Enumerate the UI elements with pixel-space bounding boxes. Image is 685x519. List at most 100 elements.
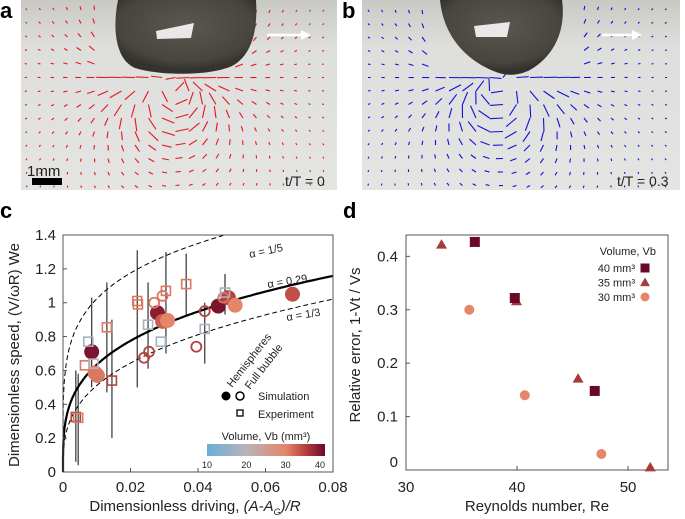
velocity-arrow xyxy=(175,170,181,173)
velocity-arrow xyxy=(583,90,591,94)
velocity-arrow xyxy=(408,114,412,119)
velocity-arrow xyxy=(554,171,558,176)
velocity-arrow xyxy=(294,116,298,119)
velocity-arrow xyxy=(470,154,477,159)
velocity-arrow xyxy=(637,144,640,147)
panel-label-b: b xyxy=(342,0,355,23)
velocity-arrow xyxy=(446,168,450,173)
velocity-arrow xyxy=(265,63,271,66)
y-tick-label-c: 0 xyxy=(48,464,56,481)
velocity-arrow xyxy=(554,158,558,164)
data-point-circle xyxy=(596,448,607,459)
velocity-arrow xyxy=(526,185,531,188)
velocity-arrow xyxy=(523,144,531,152)
velocity-arrow xyxy=(188,91,194,105)
panel-b: b t/T = 0.3 xyxy=(342,0,680,190)
velocity-arrow xyxy=(183,78,190,92)
velocity-arrow xyxy=(322,116,325,119)
velocity-arrow xyxy=(242,182,245,186)
velocity-arrow xyxy=(134,144,141,152)
velocity-arrow xyxy=(252,36,257,42)
velocity-arrow xyxy=(308,36,311,39)
velocity-arrow xyxy=(446,182,450,186)
y-tick-label-c: 0.6 xyxy=(35,362,56,379)
velocity-arrow xyxy=(421,23,425,29)
velocity-arrow xyxy=(651,35,654,38)
velocity-arrow xyxy=(25,8,28,11)
velocity-arrow xyxy=(582,185,585,189)
velocity-arrow xyxy=(651,158,654,161)
velocity-arrow xyxy=(268,141,271,146)
velocity-arrow xyxy=(106,131,109,139)
panel-label-a: a xyxy=(0,0,13,23)
velocity-arrow xyxy=(121,171,125,176)
fit-curve xyxy=(62,298,334,472)
data-point-sim-hemisphere xyxy=(89,368,105,384)
velocity-arrow xyxy=(610,7,613,11)
velocity-arrow xyxy=(637,171,640,175)
velocity-arrow xyxy=(407,9,411,14)
velocity-arrow xyxy=(637,158,640,161)
velocity-arrow xyxy=(279,89,284,92)
velocity-arrow xyxy=(268,155,271,159)
velocity-arrow xyxy=(467,121,477,132)
x-tick-label-d: 30 xyxy=(398,479,415,496)
data-point-experiment xyxy=(83,336,94,347)
velocity-arrow xyxy=(664,158,667,161)
velocity-arrow xyxy=(482,155,490,160)
velocity-arrow xyxy=(294,49,298,53)
velocity-arrow xyxy=(472,183,477,186)
velocity-arrow xyxy=(408,127,411,132)
velocity-arrow xyxy=(150,75,163,79)
velocity-arrow xyxy=(266,50,271,54)
velocity-arrow xyxy=(294,89,298,92)
velocity-arrow xyxy=(583,18,587,24)
velocity-arrow xyxy=(367,63,371,66)
velocity-arrow xyxy=(50,90,55,93)
velocity-arrow xyxy=(322,169,325,173)
velocity-arrow xyxy=(624,7,627,11)
data-point-sim-full xyxy=(148,296,161,309)
velocity-arrow xyxy=(651,8,654,11)
velocity-arrow xyxy=(229,168,232,173)
velocity-arrow xyxy=(24,103,28,106)
velocity-arrow xyxy=(408,50,413,54)
velocity-arrow xyxy=(134,185,139,189)
velocity-arrow xyxy=(570,104,578,111)
legend-d-item-label: 35 mm³ xyxy=(598,278,636,290)
velocity-arrow xyxy=(265,101,271,105)
velocity-arrow xyxy=(448,107,453,119)
velocity-arrow xyxy=(235,87,244,92)
velocity-arrow xyxy=(228,124,231,132)
x-tick-label-c: 0.06 xyxy=(251,479,280,496)
velocity-arrow xyxy=(637,49,641,52)
velocity-arrow xyxy=(148,144,157,151)
velocity-arrow xyxy=(623,158,626,161)
velocity-arrow xyxy=(90,31,95,38)
legend-filled-circle xyxy=(221,391,231,401)
velocity-arrow xyxy=(664,49,668,52)
velocity-arrow xyxy=(63,104,68,107)
velocity-arrow xyxy=(93,185,96,189)
velocity-arrow xyxy=(569,158,572,163)
colorbar-tick-label: 40 xyxy=(315,460,325,470)
velocity-arrow xyxy=(458,121,464,132)
velocity-arrow xyxy=(280,36,284,40)
velocity-arrow xyxy=(458,153,463,159)
velocity-arrow xyxy=(37,48,41,52)
velocity-arrow xyxy=(610,131,614,135)
velocity-arrow xyxy=(525,171,531,176)
velocity-arrow xyxy=(50,104,55,107)
velocity-arrow xyxy=(394,50,399,53)
x-tick-label-c: 0.02 xyxy=(116,479,145,496)
velocity-arrow xyxy=(434,125,438,132)
scale-bar xyxy=(32,178,62,185)
velocity-arrow xyxy=(175,113,189,119)
velocity-arrow xyxy=(204,83,217,92)
velocity-arrow xyxy=(208,92,217,105)
velocity-arrow xyxy=(408,63,414,67)
velocity-arrow xyxy=(435,98,443,105)
velocity-arrow xyxy=(651,21,654,24)
velocity-arrow xyxy=(65,6,69,11)
velocity-arrow xyxy=(623,171,626,175)
